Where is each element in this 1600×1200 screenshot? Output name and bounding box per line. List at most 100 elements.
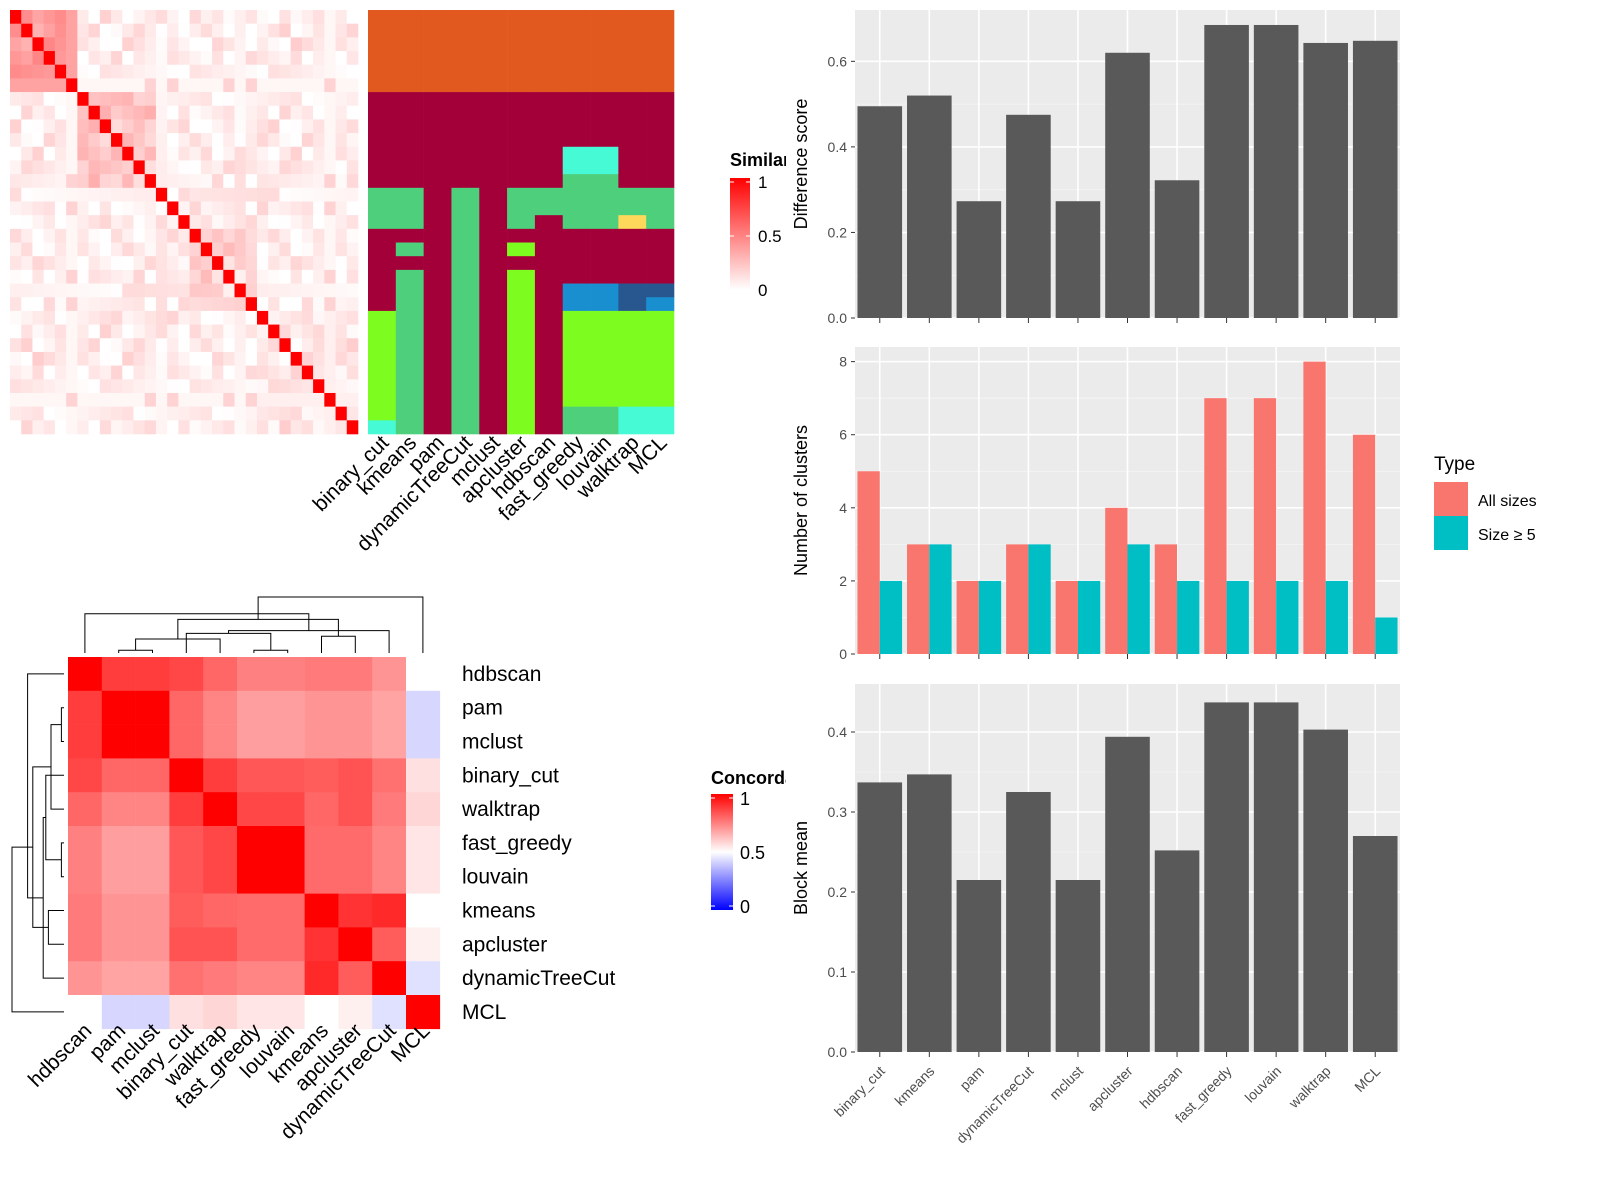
cluster-cell bbox=[534, 215, 564, 435]
legend-label-all-sizes: All sizes bbox=[1478, 493, 1537, 510]
similarity-cell bbox=[77, 351, 89, 366]
cluster-cell bbox=[368, 420, 397, 435]
similarity-cell bbox=[21, 406, 33, 421]
similarity-cell bbox=[88, 324, 101, 339]
similarity-cell bbox=[88, 133, 101, 148]
similarity-cell bbox=[133, 23, 146, 38]
concordance-cell bbox=[304, 758, 339, 793]
row-label-dynamicTreeCut: dynamicTreeCut bbox=[462, 967, 615, 990]
similarity-cell bbox=[301, 133, 314, 148]
similarity-cell bbox=[290, 146, 303, 161]
concordance-cell bbox=[338, 961, 373, 996]
row-label-walktrap: walktrap bbox=[461, 798, 540, 821]
similarity-cell bbox=[335, 215, 348, 230]
similarity-cell bbox=[290, 283, 303, 298]
similarity-cell bbox=[178, 187, 190, 202]
cluster-cell bbox=[479, 10, 508, 93]
concordance-cell bbox=[135, 859, 170, 894]
similarity-cell bbox=[212, 64, 224, 79]
concordance-cell bbox=[270, 927, 305, 962]
similarity-cell bbox=[43, 64, 56, 79]
similarity-cell bbox=[324, 365, 336, 380]
similarity-cell bbox=[189, 10, 202, 24]
cluster-cell bbox=[590, 174, 619, 230]
similarity-cell bbox=[290, 187, 303, 202]
concordance-cell bbox=[304, 927, 339, 962]
similarity-cell bbox=[200, 269, 213, 284]
similarity-cell bbox=[290, 78, 303, 93]
concordance-cell bbox=[68, 995, 103, 1030]
similarity-cell bbox=[212, 283, 224, 298]
concordance-cell bbox=[68, 961, 103, 996]
similarity-cell bbox=[133, 160, 146, 175]
similarity-cell bbox=[167, 297, 179, 312]
similarity-cell bbox=[21, 201, 33, 216]
similarity-cell bbox=[279, 324, 291, 339]
similarity-cell bbox=[256, 406, 269, 421]
concordance-cell bbox=[135, 657, 170, 692]
similarity-cell bbox=[212, 269, 224, 284]
bar-kmeans bbox=[907, 95, 952, 318]
similarity-cell bbox=[88, 146, 101, 161]
similarity-cell bbox=[313, 133, 325, 148]
similarity-cell bbox=[335, 297, 348, 312]
bar-size-ge5-fast_greedy bbox=[1226, 580, 1249, 654]
similarity-cell bbox=[178, 242, 190, 257]
similarity-cell bbox=[111, 242, 123, 257]
similarity-cell bbox=[256, 256, 269, 271]
similarity-cell bbox=[111, 92, 123, 107]
similarity-cell bbox=[122, 78, 134, 93]
similarity-cell bbox=[200, 119, 213, 134]
concordance-cell bbox=[237, 724, 272, 759]
similarity-cell bbox=[223, 37, 235, 52]
similarity-cell bbox=[32, 174, 44, 189]
similarity-cell bbox=[313, 51, 325, 66]
similarity-cell bbox=[178, 351, 190, 366]
similarity-cell bbox=[43, 10, 56, 24]
similarity-cell bbox=[88, 78, 101, 93]
similarity-cell bbox=[32, 160, 44, 175]
similarity-cell bbox=[21, 119, 33, 134]
similarity-cell bbox=[234, 379, 247, 394]
similarity-cell bbox=[301, 201, 314, 216]
concordance-cell bbox=[270, 724, 305, 759]
similarity-cell bbox=[346, 105, 359, 120]
concordance-cell bbox=[101, 859, 136, 894]
cluster-cell bbox=[368, 92, 397, 189]
similarity-cell bbox=[43, 406, 56, 421]
cluster-cell bbox=[646, 228, 675, 284]
similarity-cell bbox=[346, 146, 359, 161]
similarity-cell bbox=[77, 160, 89, 175]
left-dendrogram-branch bbox=[27, 673, 64, 899]
similarity-cell bbox=[256, 23, 269, 38]
left-dendrogram-branch bbox=[42, 817, 64, 979]
similarity-cell bbox=[313, 256, 325, 271]
similarity-cell bbox=[122, 324, 134, 339]
bar-all-sizes-walktrap bbox=[1303, 361, 1326, 654]
cluster-cell bbox=[395, 242, 424, 257]
similarity-cell bbox=[313, 420, 325, 435]
cluster-cell bbox=[507, 228, 536, 243]
similarity-cell bbox=[144, 310, 157, 325]
similarity-cell bbox=[133, 338, 146, 353]
concordance-cell bbox=[338, 826, 373, 861]
similarity-cell bbox=[122, 283, 134, 298]
similarity-cell bbox=[43, 324, 56, 339]
bar-all-sizes-binary_cut bbox=[857, 471, 880, 654]
similarity-cell bbox=[155, 146, 168, 161]
concordance-cell bbox=[237, 758, 272, 793]
similarity-cell bbox=[10, 269, 22, 284]
cluster-cell bbox=[395, 256, 424, 271]
similarity-cell bbox=[256, 269, 269, 284]
left-dendrogram-branch bbox=[32, 766, 51, 928]
similarity-cell bbox=[189, 160, 202, 175]
similarity-cell bbox=[111, 78, 123, 93]
concordance-cell bbox=[338, 893, 373, 928]
similarity-cell bbox=[77, 78, 89, 93]
similarity-cell bbox=[290, 133, 303, 148]
similarity-cell bbox=[111, 256, 123, 271]
similarity-cell bbox=[223, 215, 235, 230]
similarity-cell bbox=[99, 392, 112, 407]
similarity-cell bbox=[122, 406, 134, 421]
similarity-cell bbox=[313, 351, 325, 366]
